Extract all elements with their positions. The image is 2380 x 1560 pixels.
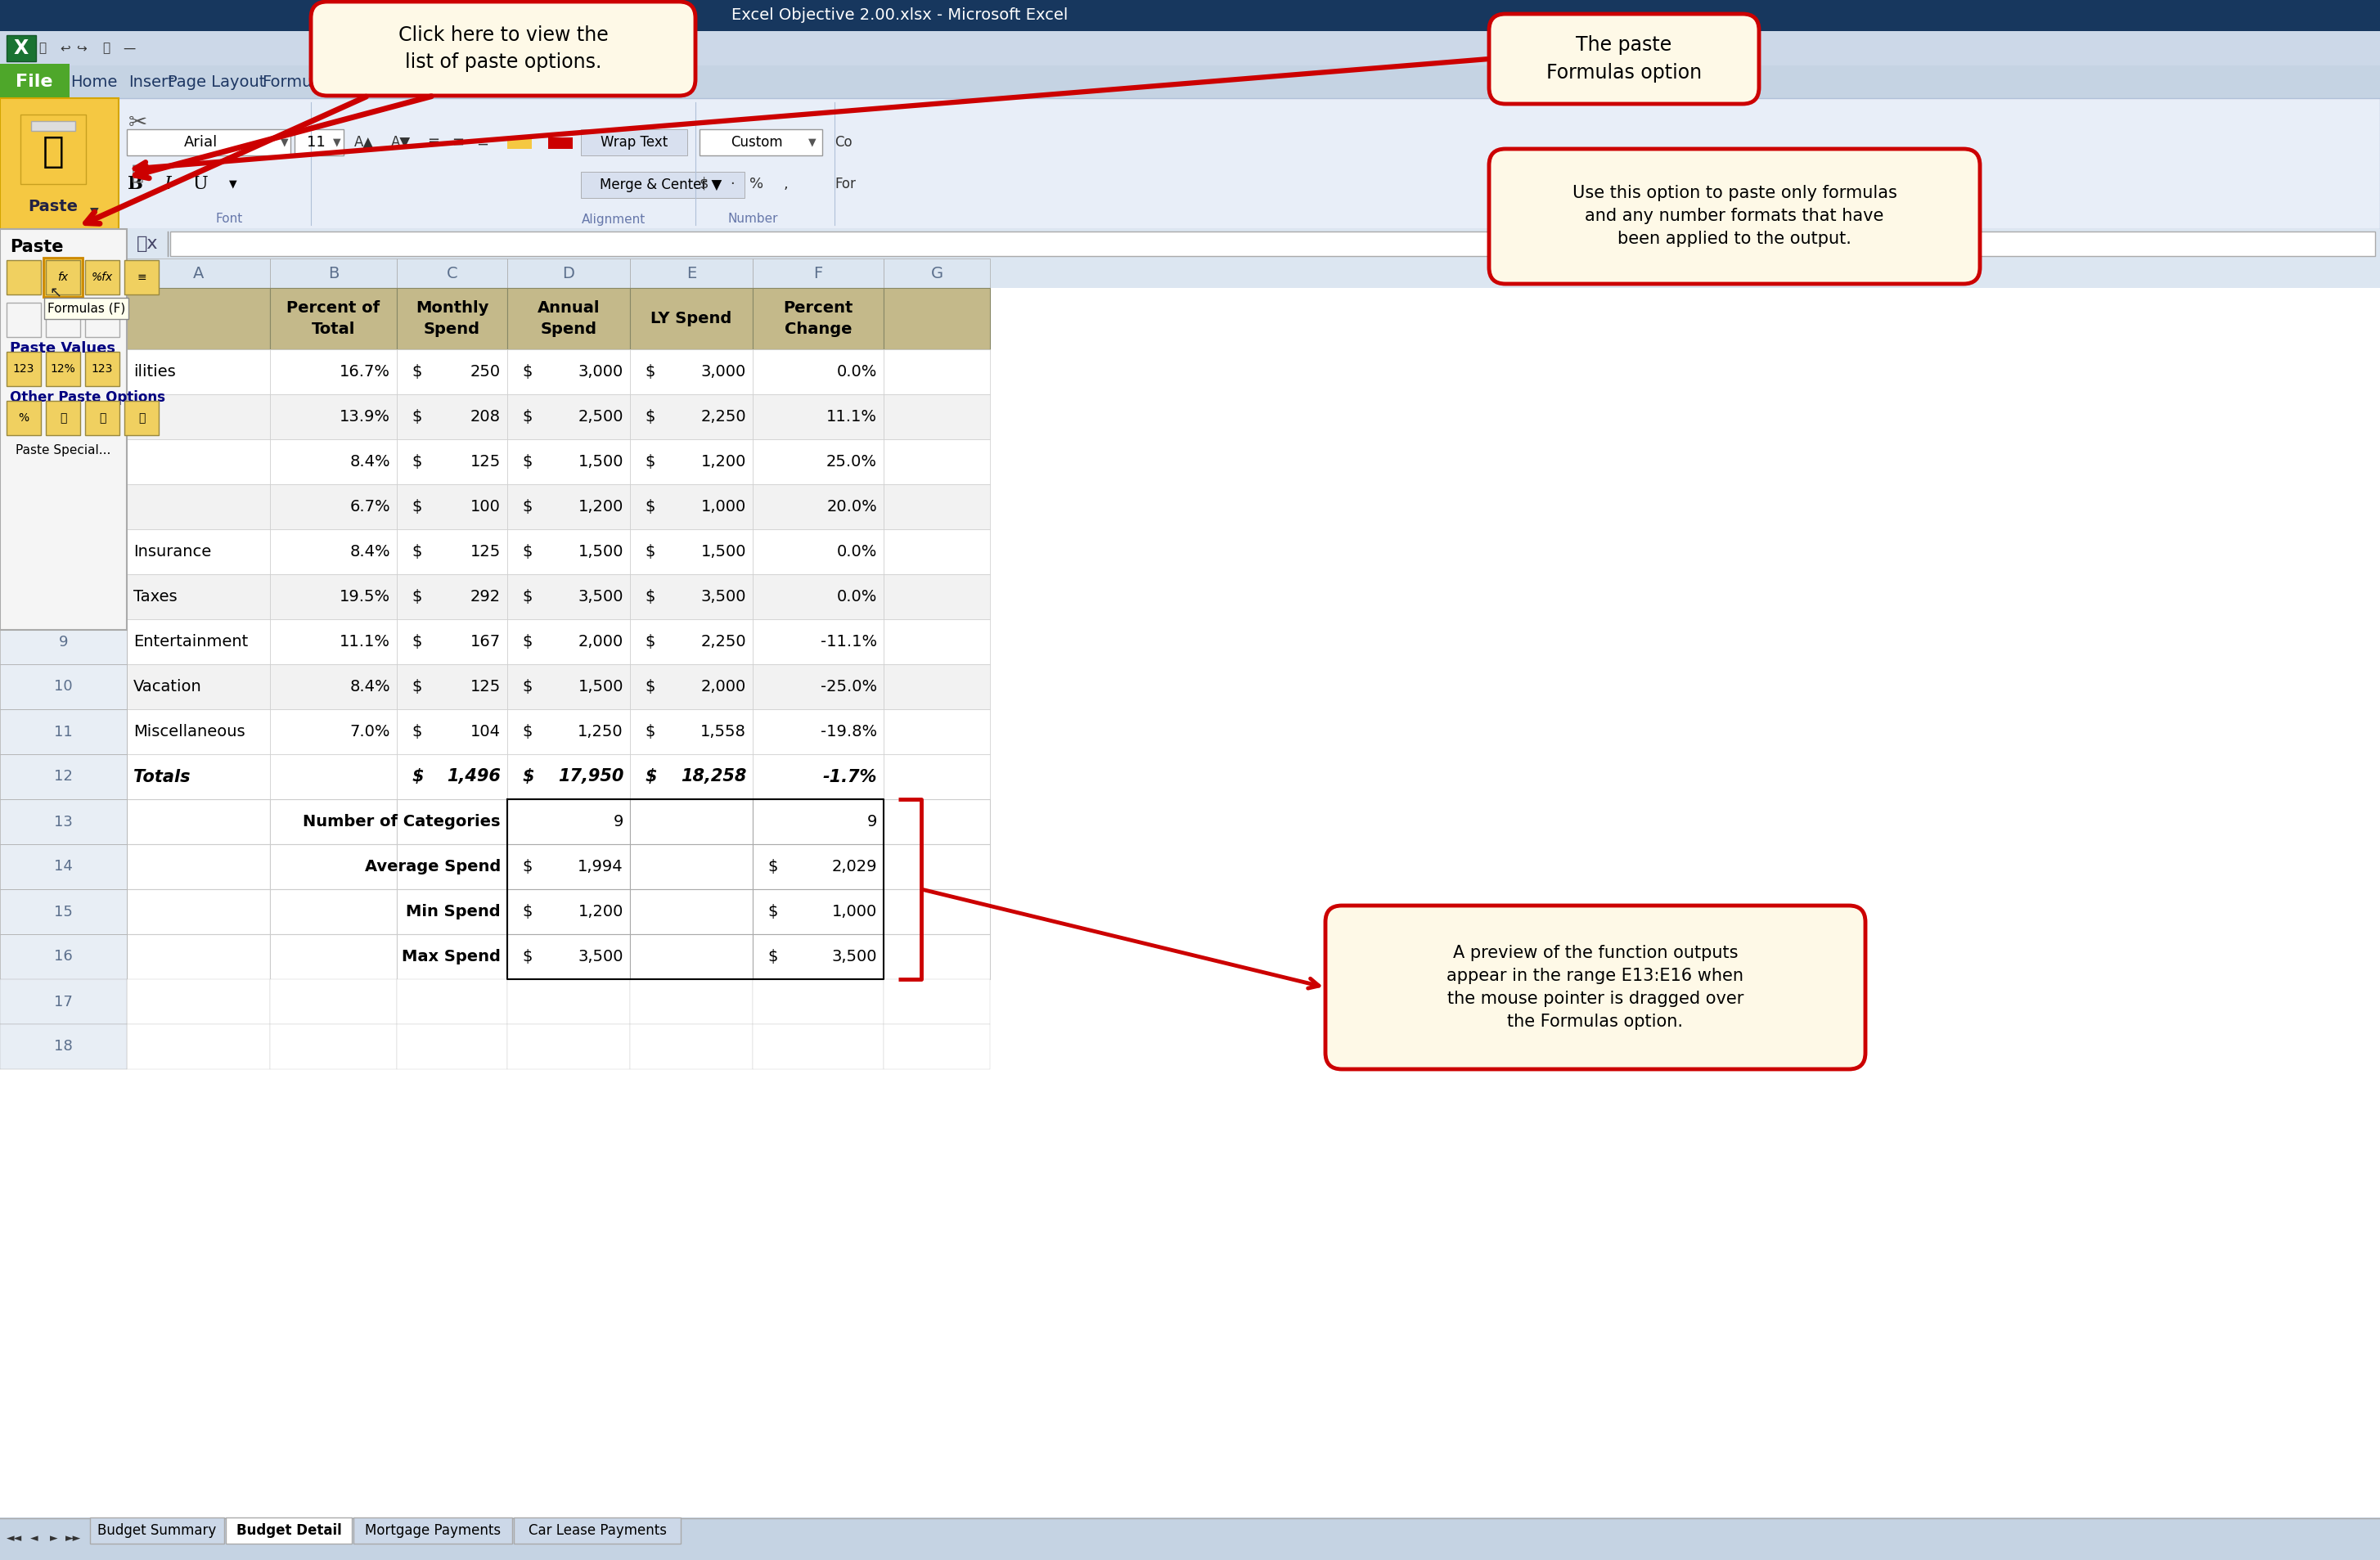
FancyBboxPatch shape <box>31 122 76 131</box>
FancyBboxPatch shape <box>514 1518 681 1544</box>
FancyBboxPatch shape <box>0 64 69 98</box>
Text: $: $ <box>521 633 533 649</box>
FancyBboxPatch shape <box>631 799 752 844</box>
Text: 1,496: 1,496 <box>447 769 500 785</box>
Text: 8.4%: 8.4% <box>350 454 390 470</box>
Text: 9: 9 <box>866 814 878 830</box>
Text: Miscellaneous: Miscellaneous <box>133 724 245 739</box>
FancyBboxPatch shape <box>507 665 631 710</box>
Text: 📋: 📋 <box>43 134 64 168</box>
FancyBboxPatch shape <box>126 395 269 440</box>
Text: 7: 7 <box>60 544 69 558</box>
FancyBboxPatch shape <box>269 574 397 619</box>
Text: ◄◄: ◄◄ <box>7 1533 21 1544</box>
FancyBboxPatch shape <box>269 440 397 484</box>
Text: 0.0%: 0.0% <box>838 363 878 379</box>
Text: 0.0%: 0.0% <box>838 544 878 560</box>
Text: 167: 167 <box>471 633 500 649</box>
Text: 0.0%: 0.0% <box>838 590 878 605</box>
FancyBboxPatch shape <box>45 351 81 387</box>
FancyBboxPatch shape <box>7 261 40 295</box>
FancyBboxPatch shape <box>0 259 126 289</box>
FancyBboxPatch shape <box>1490 148 1980 284</box>
Text: $: $ <box>645 499 654 515</box>
Text: 125: 125 <box>471 544 500 560</box>
FancyBboxPatch shape <box>0 259 2380 289</box>
FancyBboxPatch shape <box>883 574 990 619</box>
Text: $: $ <box>521 544 533 560</box>
FancyBboxPatch shape <box>43 257 83 296</box>
FancyBboxPatch shape <box>507 753 631 799</box>
Text: ►: ► <box>50 1533 57 1544</box>
Text: View: View <box>447 73 486 89</box>
FancyBboxPatch shape <box>0 1025 126 1069</box>
Text: $: $ <box>521 590 533 605</box>
FancyBboxPatch shape <box>507 844 631 889</box>
FancyBboxPatch shape <box>45 261 81 295</box>
Text: 3,500: 3,500 <box>578 590 624 605</box>
FancyBboxPatch shape <box>0 753 126 799</box>
FancyBboxPatch shape <box>631 440 752 484</box>
Text: 2,500: 2,500 <box>578 409 624 424</box>
FancyBboxPatch shape <box>269 799 397 844</box>
Text: ▼: ▼ <box>281 137 288 148</box>
Text: 1,200: 1,200 <box>578 903 624 919</box>
FancyBboxPatch shape <box>631 710 752 753</box>
Text: $: $ <box>412 544 421 560</box>
FancyBboxPatch shape <box>631 844 752 889</box>
FancyBboxPatch shape <box>0 980 126 1025</box>
Text: 7.0%: 7.0% <box>350 724 390 739</box>
Text: ▼: ▼ <box>809 137 816 148</box>
Text: C: C <box>447 265 457 281</box>
FancyBboxPatch shape <box>0 665 126 710</box>
FancyBboxPatch shape <box>295 129 343 156</box>
FancyBboxPatch shape <box>507 349 631 395</box>
Text: $: $ <box>766 948 778 964</box>
Text: F: F <box>814 265 823 281</box>
Text: $: $ <box>412 363 421 379</box>
Text: $: $ <box>521 679 533 694</box>
FancyBboxPatch shape <box>752 710 883 753</box>
Text: $: $ <box>521 769 533 785</box>
Text: -1.7%: -1.7% <box>823 769 878 785</box>
Text: 2,000: 2,000 <box>702 679 747 694</box>
Text: 13: 13 <box>55 814 74 828</box>
FancyBboxPatch shape <box>126 619 269 665</box>
Text: 208: 208 <box>471 409 500 424</box>
FancyBboxPatch shape <box>883 889 990 934</box>
Text: E: E <box>685 265 697 281</box>
Text: 🖨: 🖨 <box>102 42 109 55</box>
Text: 16: 16 <box>55 950 74 964</box>
FancyBboxPatch shape <box>126 710 269 753</box>
FancyBboxPatch shape <box>507 484 631 529</box>
FancyBboxPatch shape <box>0 229 126 630</box>
Text: ≡: ≡ <box>428 136 440 150</box>
FancyBboxPatch shape <box>752 395 883 440</box>
Text: ↖: ↖ <box>50 285 62 300</box>
Text: 2,250: 2,250 <box>700 409 747 424</box>
Text: $: $ <box>645 363 654 379</box>
FancyBboxPatch shape <box>126 1025 269 1069</box>
FancyBboxPatch shape <box>126 665 269 710</box>
FancyBboxPatch shape <box>0 98 119 229</box>
Text: 6: 6 <box>60 499 69 515</box>
Text: ▼: ▼ <box>55 239 64 250</box>
Text: $: $ <box>412 499 421 515</box>
FancyBboxPatch shape <box>126 129 290 156</box>
FancyBboxPatch shape <box>397 799 507 844</box>
Text: 2,029: 2,029 <box>831 860 878 875</box>
Text: Annual
Spend: Annual Spend <box>538 301 600 337</box>
Text: 17,950: 17,950 <box>557 769 624 785</box>
FancyBboxPatch shape <box>0 574 126 619</box>
Text: $: $ <box>645 544 654 560</box>
Text: 20.0%: 20.0% <box>826 499 878 515</box>
Text: G: G <box>931 265 942 281</box>
FancyBboxPatch shape <box>86 401 119 435</box>
Text: $: $ <box>521 363 533 379</box>
FancyBboxPatch shape <box>883 349 990 395</box>
Text: ≡: ≡ <box>476 136 488 150</box>
Text: $: $ <box>645 409 654 424</box>
Text: Paste Values: Paste Values <box>10 342 114 356</box>
FancyBboxPatch shape <box>883 529 990 574</box>
